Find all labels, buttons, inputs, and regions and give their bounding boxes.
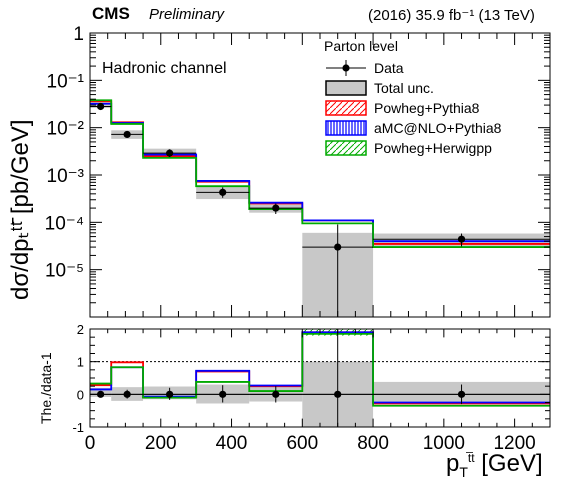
legend-label: Total unc. bbox=[374, 80, 434, 96]
data-point bbox=[166, 149, 174, 157]
main-panel: 10⁻⁵ 10⁻⁴ 10⁻³ 10⁻² 10⁻¹ 1 bbox=[45, 24, 551, 318]
luminosity-label: (2016) 35.9 fb⁻¹ (13 TeV) bbox=[368, 7, 535, 24]
x-tick-label: 200 bbox=[145, 433, 177, 454]
ratio-y-tick-label: 2 bbox=[77, 322, 84, 337]
experiment-label: CMS bbox=[92, 4, 130, 23]
data-point bbox=[457, 390, 466, 398]
data-point bbox=[97, 102, 105, 111]
legend-header: Parton level bbox=[324, 38, 398, 54]
x-axis-label: pTt̅t [GeV] bbox=[446, 450, 543, 480]
legend-label: aMC@NLO+Pythia8 bbox=[374, 120, 502, 136]
x-axis-label-unit: [GeV] bbox=[474, 450, 543, 477]
data-point bbox=[219, 188, 227, 196]
legend-swatch bbox=[325, 100, 367, 116]
legend: Parton level Data Total unc. Powheg+Pythia8… bbox=[324, 38, 502, 156]
data-point bbox=[166, 390, 174, 398]
x-axis-label-sup: t̅t bbox=[467, 451, 475, 465]
legend-label: Data bbox=[374, 60, 404, 76]
status-label: Preliminary bbox=[149, 6, 225, 23]
y-tick-label: 10⁻¹ bbox=[47, 71, 85, 92]
x-tick-label: 400 bbox=[216, 433, 248, 454]
data-point bbox=[334, 390, 342, 398]
data-point bbox=[123, 390, 131, 398]
ratio-y-tick-label: 1 bbox=[77, 355, 84, 370]
x-axis-label-main: p bbox=[446, 450, 460, 477]
data-point bbox=[272, 390, 280, 398]
legend-label: Powheg+Pythia8 bbox=[374, 100, 480, 116]
data-point bbox=[123, 130, 131, 139]
x-tick-label: 1000 bbox=[423, 433, 465, 454]
y-tick-label: 10⁻² bbox=[47, 119, 85, 140]
ratio-y-tick-label: -1 bbox=[72, 420, 84, 435]
x-tick-label: 800 bbox=[357, 433, 389, 454]
x-tick-label: 600 bbox=[286, 433, 318, 454]
data-point bbox=[97, 390, 105, 398]
legend-label: Powheg+Herwigpp bbox=[374, 140, 492, 156]
series-line bbox=[90, 99, 550, 248]
data-point bbox=[272, 204, 280, 212]
legend-marker bbox=[342, 64, 350, 72]
data-point bbox=[334, 243, 342, 251]
y-tick-label: 10⁻⁵ bbox=[45, 261, 84, 282]
ratio-y-tick-label: 0 bbox=[77, 387, 84, 402]
y-axis-label-main: dσ/dpₜᵗᵗ̄ [pb/GeV] bbox=[7, 119, 34, 300]
legend-swatch bbox=[325, 120, 367, 136]
y-axis-label-ratio: The./data-1 bbox=[38, 352, 54, 424]
channel-annotation: Hadronic channel bbox=[102, 60, 227, 77]
y-tick-label: 10⁻³ bbox=[47, 166, 85, 187]
series-line bbox=[90, 333, 550, 407]
x-tick-label: 1200 bbox=[493, 433, 535, 454]
data-point bbox=[457, 235, 466, 243]
x-axis-label-sub: T bbox=[459, 463, 468, 480]
x-tick-label: 0 bbox=[85, 433, 96, 454]
legend-swatch bbox=[325, 140, 367, 156]
legend-swatch bbox=[325, 80, 367, 96]
y-tick-label: 1 bbox=[73, 24, 84, 45]
data-point bbox=[219, 390, 227, 398]
y-tick-label: 10⁻⁴ bbox=[45, 213, 84, 234]
